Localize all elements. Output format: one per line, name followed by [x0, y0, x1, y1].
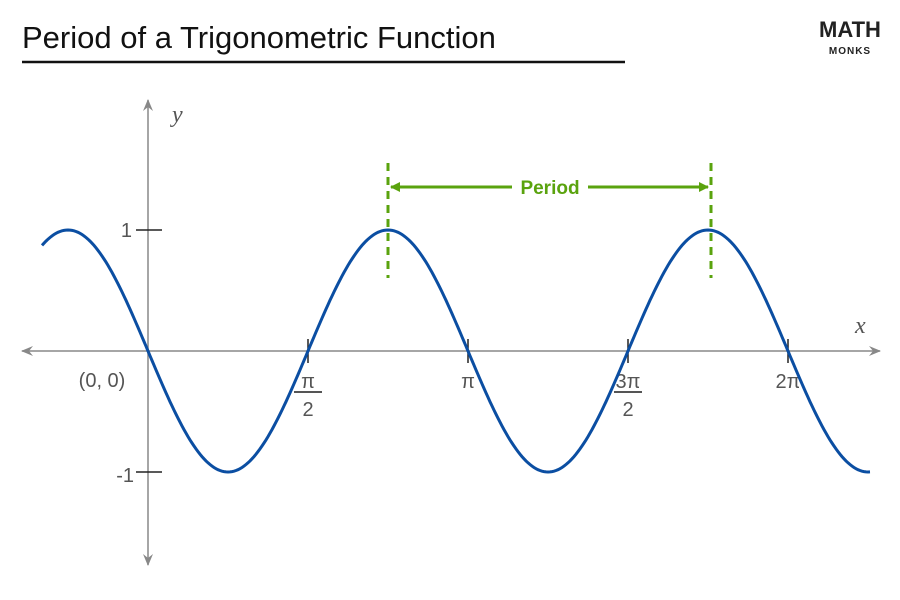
- logo-sub: MONKS: [829, 46, 871, 57]
- sine-curve: [40, 228, 871, 474]
- x-tick-label: 2π: [776, 371, 801, 393]
- y-tick-label: 1: [121, 220, 132, 242]
- x-tick-label: π: [461, 371, 475, 393]
- period-label-bg: [512, 174, 588, 200]
- title: Period of a Trigonometric Function: [22, 20, 496, 55]
- y-axis-label: y: [170, 102, 183, 128]
- x-axis-label: x: [854, 313, 866, 339]
- x-tick-numerator: 3π: [616, 371, 641, 393]
- x-tick-denominator: 2: [302, 399, 313, 421]
- origin-label: (0, 0): [79, 370, 126, 392]
- y-tick-label: -1: [116, 465, 134, 487]
- period-label: Period: [520, 178, 579, 199]
- x-tick-numerator: π: [301, 371, 315, 393]
- x-tick-denominator: 2: [622, 399, 633, 421]
- logo-word: MATH: [819, 17, 881, 42]
